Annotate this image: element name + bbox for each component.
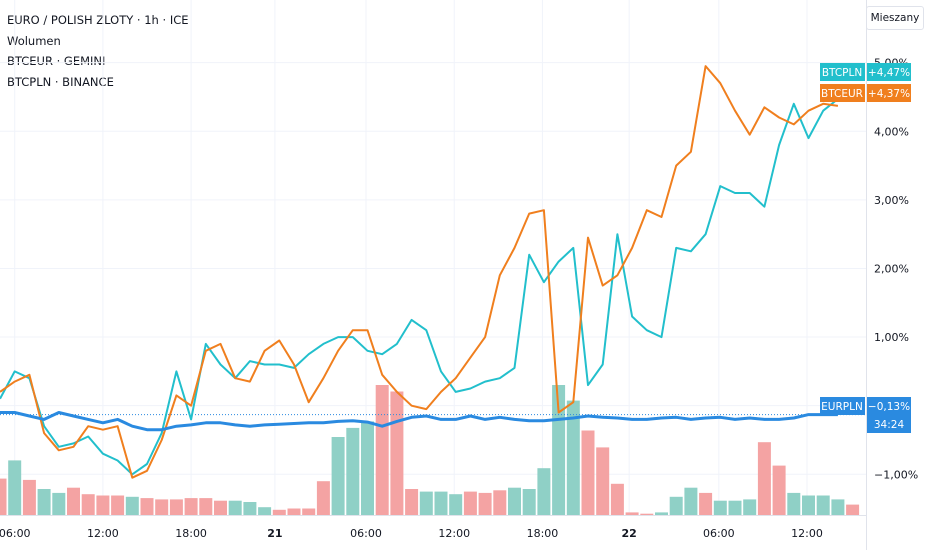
volume-bar xyxy=(846,504,860,515)
volume-bar xyxy=(37,489,51,515)
y-tick-label: 3,00% xyxy=(874,194,909,207)
legend-main-symbol[interactable]: EURO / POLISH ZLOTY · 1h · ICE xyxy=(7,13,189,27)
volume-bar xyxy=(361,421,374,515)
countdown-bg xyxy=(867,415,911,433)
volume-bar xyxy=(316,481,330,515)
volume-bar xyxy=(493,490,507,515)
volume-bar xyxy=(331,437,345,515)
volume-bar xyxy=(67,487,80,515)
price-tag-btceur-value: +4,37% xyxy=(868,88,910,100)
volume-bar xyxy=(140,498,154,515)
price-tag-eurpln-name-bg xyxy=(820,397,865,415)
volume-bar xyxy=(199,498,213,515)
volume-bar xyxy=(772,465,786,515)
volume-bar xyxy=(713,500,727,515)
price-tag-eurpln-value-bg xyxy=(867,397,911,415)
volume-bar xyxy=(125,496,139,515)
volume-bar xyxy=(405,489,419,515)
price-tag-btcpln-value-bg xyxy=(867,63,911,81)
volume-bar xyxy=(111,495,125,515)
volume-bar xyxy=(155,499,169,515)
volume-bar xyxy=(272,509,286,515)
volume-bar xyxy=(0,478,7,515)
legend-volume[interactable]: Wolumen xyxy=(7,33,61,48)
volume-bar xyxy=(434,491,448,515)
volume-bar xyxy=(375,385,389,515)
volume-bar xyxy=(390,391,404,515)
countdown-label: 34:24 xyxy=(874,419,905,431)
scale-mode-button[interactable]: Mieszany xyxy=(866,6,924,30)
price-tag-btcpln-name-bg xyxy=(820,63,865,81)
volume-bar xyxy=(184,498,198,515)
legend-btcpln[interactable]: BTCPLN · BINANCE xyxy=(7,74,114,89)
volume-bar xyxy=(552,385,566,515)
volume-bar xyxy=(96,495,110,515)
volume-bar xyxy=(243,502,257,515)
volume-bar xyxy=(640,513,654,515)
x-tick-label: 21 xyxy=(267,527,282,540)
volume-bar xyxy=(346,427,360,515)
volume-bar xyxy=(463,491,477,515)
volume-bar xyxy=(610,483,624,515)
volume-bar xyxy=(8,460,22,515)
volume-bar xyxy=(478,492,492,515)
volume-bar xyxy=(743,499,757,515)
volume-bar xyxy=(522,489,536,515)
volume-bar xyxy=(787,492,801,515)
volume-bar xyxy=(449,494,463,515)
price-tag-btcpln-value: +4,47% xyxy=(868,67,910,79)
volume-bar xyxy=(214,500,227,515)
price-tag-btceur-value-bg xyxy=(867,84,911,102)
volume-bar xyxy=(258,507,272,515)
volume-bar xyxy=(508,487,521,515)
x-tick-label: 18:00 xyxy=(527,527,559,540)
volume-bar xyxy=(699,492,713,515)
x-tick-label: 12:00 xyxy=(438,527,470,540)
y-tick-label: −1,00% xyxy=(874,468,918,481)
price-tag-btcpln-name: BTCPLN xyxy=(822,67,862,79)
price-tag-eurpln-value: −0,13% xyxy=(868,401,910,413)
series-line-eurpln[interactable] xyxy=(0,411,838,432)
price-tag-btceur-name: BTCEUR xyxy=(821,88,863,100)
volume-bar xyxy=(228,500,242,515)
volume-bar xyxy=(581,430,595,515)
volume-bar xyxy=(669,496,683,515)
legend-btceur[interactable]: BTCEUR · GEMINI xyxy=(7,54,106,68)
volume-bar xyxy=(22,479,36,515)
y-tick-label: 2,00% xyxy=(874,262,909,275)
x-tick-label: 06:00 xyxy=(703,527,735,540)
volume-bar xyxy=(831,499,845,515)
volume-bar xyxy=(419,491,433,515)
volume-bar xyxy=(816,495,830,515)
volume-bar xyxy=(287,508,301,515)
series-line-btceur[interactable] xyxy=(0,65,839,479)
x-tick-label: 12:00 xyxy=(791,527,823,540)
x-tick-label: 06:00 xyxy=(0,527,31,540)
x-tick-label: 06:00 xyxy=(350,527,382,540)
volume-bar xyxy=(52,492,66,515)
volume-bar xyxy=(566,400,580,515)
price-tag-eurpln-name: EURPLN xyxy=(821,401,863,413)
series-line-btcpln[interactable] xyxy=(0,98,839,476)
volume-bar xyxy=(655,512,668,515)
x-tick-label: 18:00 xyxy=(175,527,207,540)
y-tick-label: 1,00% xyxy=(874,331,909,344)
volume-bar xyxy=(625,512,639,515)
volume-bar xyxy=(802,495,815,515)
volume-bar xyxy=(302,508,316,515)
volume-bar xyxy=(81,494,95,515)
chart-legend: EURO / POLISH ZLOTY · 1h · ICE Wolumen B… xyxy=(7,10,189,92)
price-tag-btceur-name-bg xyxy=(820,84,865,102)
volume-bar xyxy=(537,468,551,515)
volume-bar xyxy=(728,500,742,515)
volume-bar xyxy=(596,447,610,515)
x-tick-label: 22 xyxy=(622,527,637,540)
y-tick-label: 4,00% xyxy=(874,125,909,138)
volume-bar xyxy=(757,442,771,515)
x-tick-label: 12:00 xyxy=(87,527,119,540)
volume-bar xyxy=(684,487,698,515)
volume-bar xyxy=(169,499,183,515)
